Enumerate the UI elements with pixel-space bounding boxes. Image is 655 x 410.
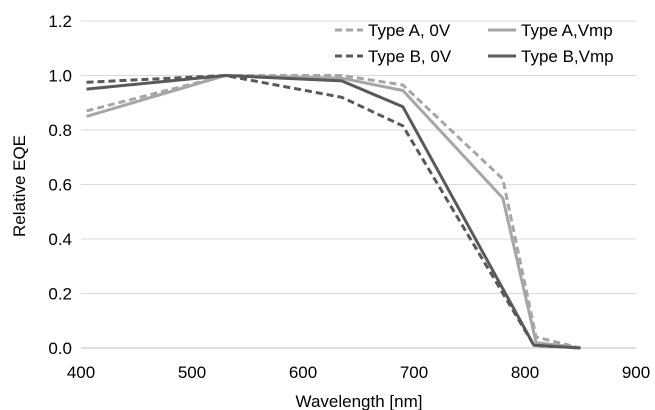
y-axis-title: Relative EQE xyxy=(10,135,29,237)
y-tick-label: 1.2 xyxy=(48,12,72,31)
x-tick-label: 800 xyxy=(511,363,539,382)
legend-label: Type A, 0V xyxy=(368,21,451,40)
x-tick-label: 900 xyxy=(622,363,650,382)
x-tick-label: 400 xyxy=(67,363,95,382)
x-tick-label: 500 xyxy=(178,363,206,382)
series-line-4 xyxy=(86,74,581,350)
y-tick-label: 1.0 xyxy=(48,67,72,86)
series-lines xyxy=(86,74,581,350)
x-tick-label: 700 xyxy=(400,363,428,382)
x-tick-label: 600 xyxy=(289,363,317,382)
legend-label: Type B, 0V xyxy=(368,47,452,66)
y-tick-label: 0.4 xyxy=(48,230,72,249)
gridlines xyxy=(81,20,636,294)
y-tick-label: 0.8 xyxy=(48,121,72,140)
legend-label: Type B,Vmp xyxy=(521,47,614,66)
x-axis-title: Wavelength [nm] xyxy=(296,392,423,410)
y-tick-label: 0.6 xyxy=(48,176,72,195)
y-tick-label: 0.2 xyxy=(48,285,72,304)
legend: Type A, 0V Type A,Vmp Type B, 0V Type B,Vmp xyxy=(335,21,614,66)
legend-label: Type A,Vmp xyxy=(521,21,613,40)
y-tick-label: 0.0 xyxy=(48,339,72,358)
tick-labels: 0.0 0.2 0.4 0.6 0.8 1.0 1.2 400 500 600 700 800 900 xyxy=(48,12,650,382)
